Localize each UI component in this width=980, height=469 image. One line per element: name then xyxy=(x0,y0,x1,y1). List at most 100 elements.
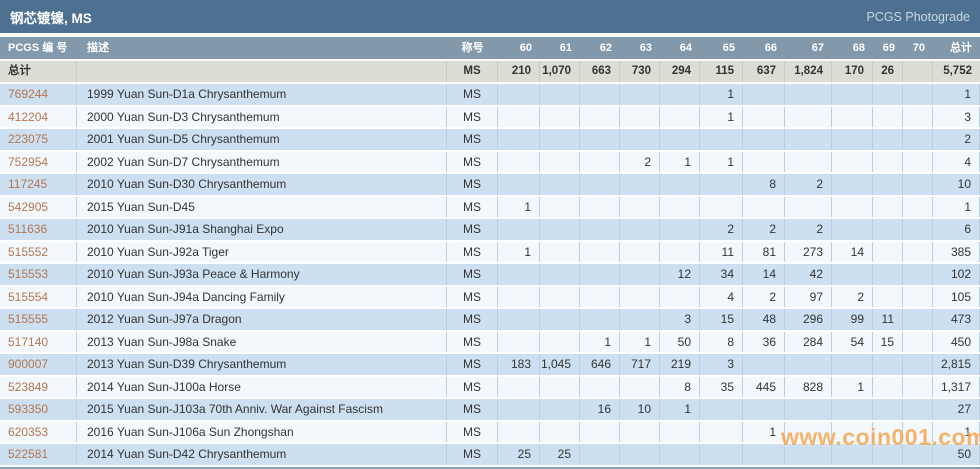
table-row: 412204 2000 Yuan Sun-D3 Chrysanthemum MS 1 3 xyxy=(0,106,980,129)
column-header-total: 总计 xyxy=(950,42,972,54)
grade-count-cell: 1 xyxy=(700,84,743,105)
grade-count-cell: 97 xyxy=(785,286,832,307)
grade-count-cell: 3 xyxy=(660,309,700,330)
grade-count-cell xyxy=(580,264,620,285)
pcgs-number-link[interactable]: 511636 xyxy=(0,219,77,240)
pcgs-number-link[interactable]: 223075 xyxy=(0,129,77,150)
pcgs-number-link[interactable]: 620353 xyxy=(0,421,77,442)
pcgs-number-link[interactable]: 515555 xyxy=(0,309,77,330)
grade-count-cell xyxy=(580,286,620,307)
row-total-cell: 2 xyxy=(933,129,980,150)
pcgs-number-link[interactable]: 117245 xyxy=(0,174,77,195)
grade-count-cell xyxy=(903,241,933,262)
coin-description: 2013 Yuan Sun-J98a Snake xyxy=(77,331,447,352)
pcgs-number-link[interactable]: 412204 xyxy=(0,106,77,127)
grade-count-cell xyxy=(580,84,620,105)
grade-count-cell xyxy=(540,331,580,352)
coin-description: 2001 Yuan Sun-D5 Chrysanthemum xyxy=(77,129,447,150)
row-total-cell: 50 xyxy=(933,444,980,465)
grade-count-cell xyxy=(540,106,580,127)
grade-count-cell xyxy=(873,219,903,240)
pcgs-number-link[interactable]: 769244 xyxy=(0,84,77,105)
grade-count-cell: 183 xyxy=(498,354,540,375)
grade-count-cell xyxy=(540,421,580,442)
pcgs-number-link[interactable]: 515554 xyxy=(0,286,77,307)
pcgs-number-link[interactable]: 517140 xyxy=(0,331,77,352)
grade-count-cell xyxy=(785,84,832,105)
grade-count-cell xyxy=(620,286,660,307)
grade-count-cell: 1 xyxy=(832,376,873,397)
grade-count-cell: 50 xyxy=(660,331,700,352)
designation-cell: MS xyxy=(447,129,498,150)
grade-count-cell xyxy=(873,444,903,465)
grade-count-cell xyxy=(873,376,903,397)
grade-count-cell: 828 xyxy=(785,376,832,397)
grade-count-cell xyxy=(903,129,933,150)
grade-count-cell xyxy=(903,84,933,105)
grade-count-cell xyxy=(620,241,660,262)
grade-count-cell xyxy=(498,421,540,442)
coin-description: 2013 Yuan Sun-D39 Chrysanthemum xyxy=(77,354,447,375)
totals-label: 总计 xyxy=(0,61,77,82)
grade-count-cell xyxy=(660,196,700,217)
column-header-grade-66: 66 xyxy=(764,42,777,54)
grade-count-cell xyxy=(540,196,580,217)
table-row: 523849 2014 Yuan Sun-J100a Horse MS 8 35 445 8… xyxy=(0,376,980,399)
column-header-grade-64: 64 xyxy=(679,42,692,54)
grade-count-cell xyxy=(580,129,620,150)
grade-count-cell xyxy=(620,174,660,195)
grade-count-cell xyxy=(620,84,660,105)
coin-description: 2010 Yuan Sun-J93a Peace & Harmony xyxy=(77,264,447,285)
grade-count-cell xyxy=(873,264,903,285)
grade-count-cell xyxy=(785,129,832,150)
pcgs-number-link[interactable]: 515553 xyxy=(0,264,77,285)
totals-grade-count: 170 xyxy=(832,61,873,82)
column-header-grade-61: 61 xyxy=(559,42,572,54)
grade-count-cell xyxy=(903,444,933,465)
grade-count-cell: 15 xyxy=(873,331,903,352)
totals-grade-count: 663 xyxy=(580,61,620,82)
table-row: 515552 2010 Yuan Sun-J92a Tiger MS 1 11 81 273… xyxy=(0,241,980,264)
grade-count-cell xyxy=(832,174,873,195)
designation-cell: MS xyxy=(447,106,498,127)
grade-count-cell: 36 xyxy=(743,331,785,352)
grade-count-cell xyxy=(660,444,700,465)
grade-count-cell xyxy=(620,264,660,285)
grade-count-cell xyxy=(873,151,903,172)
table-row: 522581 2014 Yuan Sun-D42 Chrysanthemum MS 2… xyxy=(0,444,980,467)
grade-count-cell: 1 xyxy=(700,106,743,127)
pcgs-number-link[interactable]: 752954 xyxy=(0,151,77,172)
grade-count-cell xyxy=(660,241,700,262)
pcgs-number-link[interactable]: 522581 xyxy=(0,444,77,465)
row-total-cell: 1 xyxy=(933,84,980,105)
table-header-row: PCGS 编 号 描述 称号 60 61 62 63 64 65 66 67 68 69 70 总计 xyxy=(0,37,980,61)
grade-count-cell: 81 xyxy=(743,241,785,262)
pcgs-number-link[interactable]: 523849 xyxy=(0,376,77,397)
grade-count-cell xyxy=(873,174,903,195)
designation-cell: MS xyxy=(447,196,498,217)
grade-count-cell xyxy=(660,106,700,127)
photograde-link[interactable]: PCGS Photograde xyxy=(866,9,970,24)
grade-count-cell: 25 xyxy=(540,444,580,465)
pcgs-number-link[interactable]: 900007 xyxy=(0,354,77,375)
coin-description: 1999 Yuan Sun-D1a Chrysanthemum xyxy=(77,84,447,105)
grade-count-cell xyxy=(580,219,620,240)
grade-count-cell xyxy=(498,264,540,285)
grade-count-cell xyxy=(540,151,580,172)
pcgs-number-link[interactable]: 542905 xyxy=(0,196,77,217)
table-row: 515553 2010 Yuan Sun-J93a Peace & Harmony… xyxy=(0,264,980,287)
grade-count-cell xyxy=(660,286,700,307)
grade-count-cell xyxy=(580,421,620,442)
grade-count-cell xyxy=(785,354,832,375)
table-row: 517140 2013 Yuan Sun-J98a Snake MS 1 1 50 8 36 2… xyxy=(0,331,980,354)
designation-cell: MS xyxy=(447,174,498,195)
coin-description: 2012 Yuan Sun-J97a Dragon xyxy=(77,309,447,330)
row-total-cell: 1 xyxy=(933,421,980,442)
pcgs-number-link[interactable]: 515552 xyxy=(0,241,77,262)
row-total-cell: 2,815 xyxy=(933,354,980,375)
totals-grade-count: 115 xyxy=(700,61,743,82)
grade-count-cell xyxy=(498,219,540,240)
grade-count-cell xyxy=(580,241,620,262)
pcgs-number-link[interactable]: 593350 xyxy=(0,399,77,420)
totals-grade-count: 210 xyxy=(498,61,540,82)
